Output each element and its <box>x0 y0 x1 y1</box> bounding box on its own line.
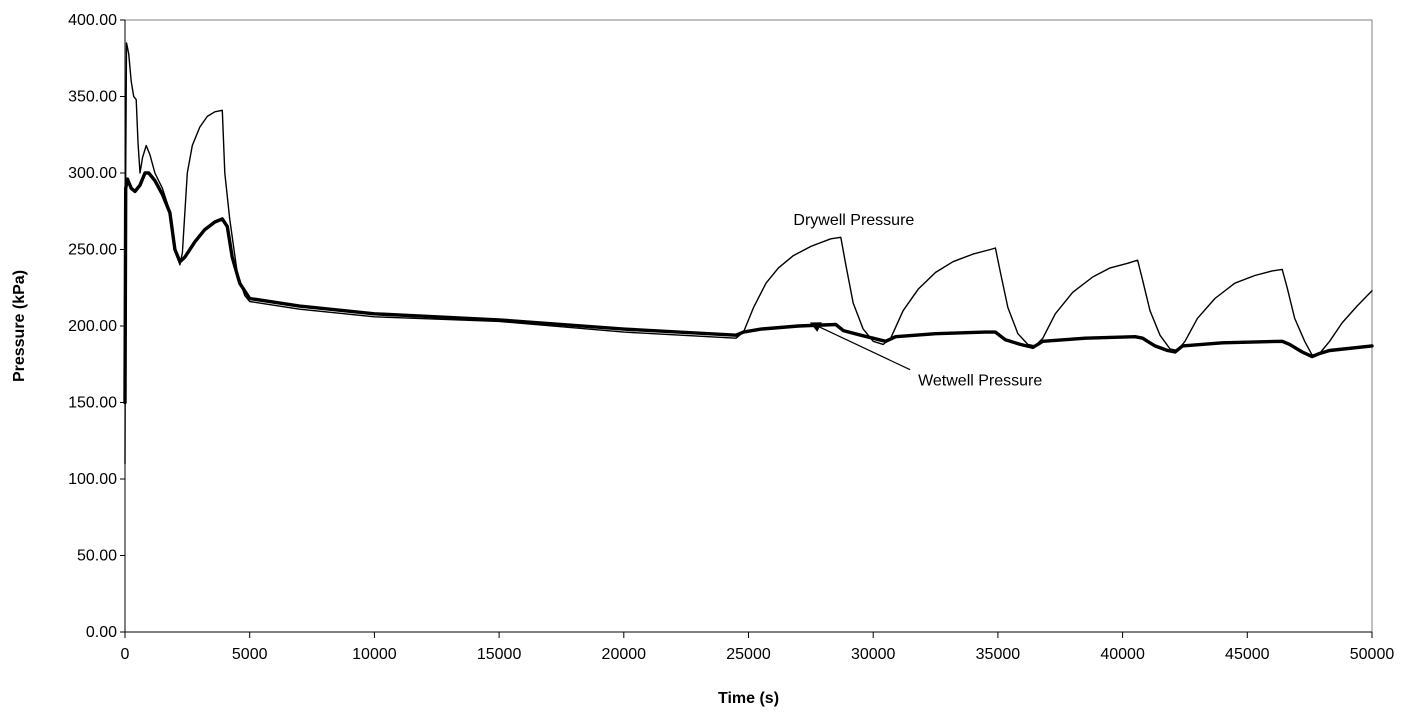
y-tick-label: 200.00 <box>68 318 117 335</box>
y-axis-title: Pressure (kPa) <box>11 270 28 382</box>
y-tick-label: 300.00 <box>68 165 117 182</box>
y-tick-label: 400.00 <box>68 12 117 29</box>
x-axis-title: Time (s) <box>718 690 779 707</box>
x-tick-label: 0 <box>121 646 130 663</box>
y-tick-label: 100.00 <box>68 471 117 488</box>
x-tick-label: 35000 <box>976 646 1021 663</box>
y-tick-label: 50.00 <box>77 548 117 565</box>
x-tick-label: 10000 <box>352 646 397 663</box>
x-tick-label: 25000 <box>726 646 771 663</box>
plot-area <box>124 19 1373 633</box>
series-layer <box>123 42 1374 465</box>
x-tick-label: 50000 <box>1350 646 1395 663</box>
x-tick-label: 5000 <box>232 646 268 663</box>
x-tick-label: 15000 <box>477 646 522 663</box>
series-annotation-label: Drywell Pressure <box>793 212 914 229</box>
y-tick-label: 350.00 <box>68 89 117 106</box>
series-annotation-label: Wetwell Pressure <box>918 373 1042 390</box>
series-line-wetwell <box>123 171 1374 405</box>
annotations: Drywell Pressure Wetwell Pressure <box>793 212 1042 390</box>
x-tick-label: 20000 <box>602 646 647 663</box>
x-tick-label: 30000 <box>851 646 896 663</box>
annotation-arrow <box>809 322 911 371</box>
y-axis: 0.00 50.00 100.00 150.00 200.00 250.00 300.00 3… <box>68 12 126 641</box>
y-tick-label: 0.00 <box>86 624 117 641</box>
y-tick-label: 150.00 <box>68 395 117 412</box>
x-tick-label: 40000 <box>1100 646 1145 663</box>
x-axis: 0 5000 10000 15000 20000 25000 30000 35000 40000… <box>121 631 1395 663</box>
x-tick-label: 45000 <box>1225 646 1270 663</box>
y-tick-label: 250.00 <box>68 242 117 259</box>
